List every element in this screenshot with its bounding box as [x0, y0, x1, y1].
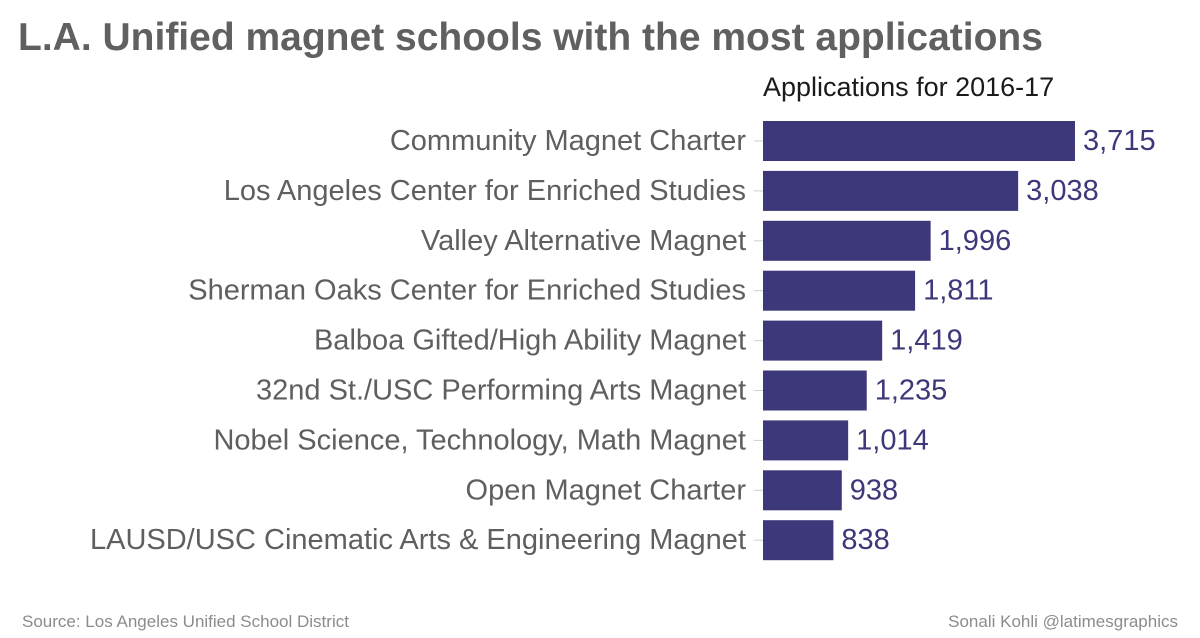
category-label: LAUSD/USC Cinematic Arts & Engineering M…	[90, 524, 746, 556]
bar	[763, 121, 1075, 161]
bar	[763, 470, 842, 511]
value-label: 1,811	[923, 275, 993, 307]
category-label: Los Angeles Center for Enriched Studies	[224, 175, 746, 207]
category-label: Open Magnet Charter	[466, 474, 747, 506]
bar	[763, 370, 867, 411]
chart-subtitle: Applications for 2016-17	[763, 72, 1055, 102]
value-label: 1,014	[856, 424, 929, 456]
category-label: Valley Alternative Magnet	[421, 225, 746, 257]
value-label: 1,419	[890, 325, 963, 357]
category-label: Community Magnet Charter	[390, 125, 747, 157]
value-label: 838	[841, 524, 889, 556]
bar	[763, 220, 931, 261]
value-label: 938	[850, 474, 898, 506]
bar	[763, 320, 883, 361]
category-label: Sherman Oaks Center for Enriched Studies	[188, 275, 746, 307]
chart-title: L.A. Unified magnet schools with the mos…	[18, 16, 1043, 59]
bars-group: Community Magnet Charter 3,715 Los Angeles…	[90, 121, 1156, 561]
value-label: 1,996	[939, 225, 1012, 257]
value-label: 1,235	[875, 375, 948, 407]
credit-note: Sonali Kohli @latimesgraphics	[948, 612, 1178, 631]
bar	[763, 520, 834, 561]
bar	[763, 170, 1019, 211]
value-label: 3,038	[1026, 175, 1099, 207]
value-label: 3,715	[1083, 125, 1156, 157]
bar	[763, 420, 849, 461]
category-label: Nobel Science, Technology, Math Magnet	[213, 424, 746, 456]
category-label: 32nd St./USC Performing Arts Magnet	[256, 375, 746, 407]
bar	[763, 270, 916, 311]
source-note: Source: Los Angeles Unified School Distr…	[22, 612, 349, 631]
category-label: Balboa Gifted/High Ability Magnet	[314, 325, 746, 357]
